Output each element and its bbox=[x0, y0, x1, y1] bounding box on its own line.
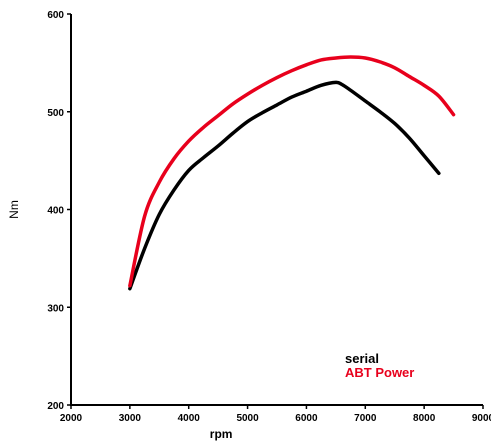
y-tick-label: 400 bbox=[47, 206, 64, 217]
x-tick-label: 5000 bbox=[236, 413, 259, 424]
x-tick-label: 3000 bbox=[119, 413, 142, 424]
series-layer bbox=[128, 55, 456, 291]
x-tick-label: 8000 bbox=[413, 413, 436, 424]
x-tick-label: 6000 bbox=[295, 413, 318, 424]
y-tick-label: 500 bbox=[47, 108, 64, 119]
x-tick-label: 2000 bbox=[60, 413, 83, 424]
series-line-abt-power bbox=[128, 55, 456, 288]
y-axis-ticks: 200 300 400 500 600 bbox=[47, 10, 71, 412]
axes bbox=[70, 14, 483, 406]
y-tick-label: 200 bbox=[47, 401, 64, 412]
y-tick-label: 600 bbox=[47, 10, 64, 21]
x-tick-label: 7000 bbox=[354, 413, 377, 424]
x-axis-label: rpm bbox=[210, 427, 233, 441]
legend: serial ABT Power bbox=[345, 351, 414, 380]
legend-entry-serial: serial bbox=[345, 351, 379, 366]
legend-entry-abt-power: ABT Power bbox=[345, 365, 414, 380]
x-axis-ticks: 2000 3000 4000 5000 6000 7000 8000 9000 bbox=[60, 405, 491, 424]
y-axis-label: Nm bbox=[7, 200, 21, 219]
y-tick-label: 300 bbox=[47, 303, 64, 314]
x-tick-label: 9000 bbox=[472, 413, 491, 424]
series-line-serial bbox=[128, 80, 441, 291]
x-tick-label: 4000 bbox=[178, 413, 201, 424]
